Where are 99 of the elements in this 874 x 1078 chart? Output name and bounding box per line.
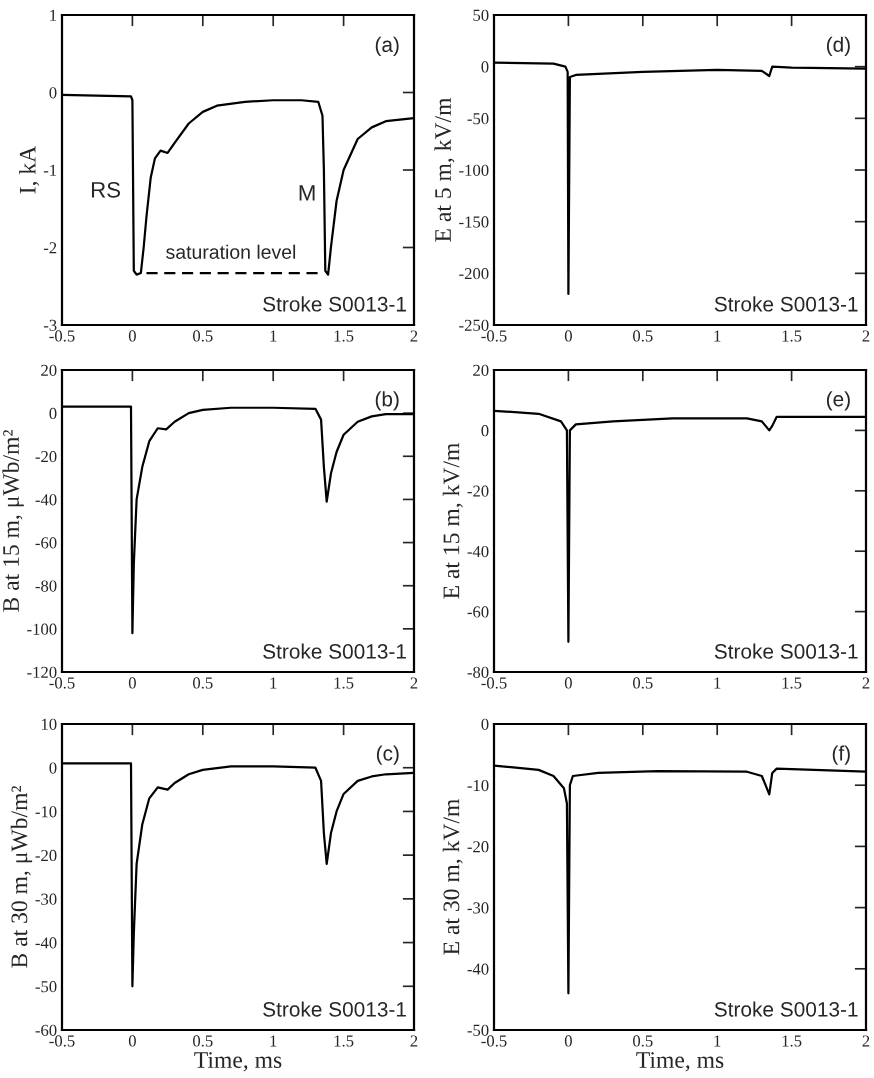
y-tick-label: -60 — [35, 537, 57, 549]
y-tick-label: 0 — [481, 425, 489, 437]
x-tick-label: 0 — [564, 330, 572, 342]
x-tick-label: 0 — [564, 1035, 572, 1047]
y-axis-title: E at 30 m, kV/m — [442, 799, 463, 955]
annotation: M — [299, 185, 315, 201]
x-tick-label: 0.5 — [193, 677, 213, 689]
x-tick-label: 0.5 — [193, 330, 213, 342]
y-tick-label: -50 — [35, 980, 57, 993]
y-tick-label: -20 — [467, 841, 489, 853]
y-tick-label: 0 — [49, 87, 57, 99]
y-tick-label: 50 — [473, 9, 489, 21]
annotation: saturation level — [166, 244, 296, 259]
x-tick-label: -0.5 — [481, 677, 507, 689]
y-axis-title: I, kA — [19, 145, 40, 194]
y-tick-label: -20 — [35, 450, 57, 463]
y-tick-label: -150 — [459, 216, 489, 228]
y-tick-label: -1 — [43, 164, 57, 176]
x-tick-label: -0.5 — [49, 1035, 75, 1047]
y-tick-label: -10 — [467, 779, 489, 792]
x-tick-label: 1 — [270, 677, 277, 689]
y-tick-label: -100 — [459, 164, 489, 176]
y-tick-label: 10 — [41, 718, 57, 730]
y-tick-label: -20 — [467, 485, 489, 497]
x-tick-label: 1.5 — [334, 330, 354, 342]
x-tick-label: 0 — [128, 330, 136, 342]
annotation: Stroke S0013-1 — [714, 1001, 858, 1017]
y-tick-label: -30 — [467, 902, 489, 914]
annotation: Stroke S0013-1 — [714, 643, 858, 659]
x-axis-title: Time, ms — [636, 1052, 724, 1072]
y-tick-label: -100 — [27, 623, 57, 635]
y-tick-label: -30 — [35, 893, 57, 905]
y-tick-label: -50 — [467, 113, 489, 125]
y-tick-label: 0 — [481, 718, 489, 730]
y-tick-label: 20 — [473, 364, 489, 376]
y-tick-label: -10 — [35, 806, 57, 818]
x-tick-label: 1 — [714, 677, 721, 689]
annotation: Stroke S0013-1 — [263, 643, 406, 659]
annotation: (a) — [375, 36, 399, 57]
y-axis-title: E at 5 m, kV/m — [434, 97, 455, 242]
y-tick-label: -50 — [467, 1024, 489, 1036]
x-tick-label: 1 — [714, 330, 721, 342]
y-tick-label: 0 — [49, 762, 57, 774]
annotation: (d) — [826, 36, 850, 57]
x-tick-label: 1.5 — [334, 677, 354, 689]
y-tick-label: 0 — [481, 61, 489, 73]
y-tick-label: -60 — [467, 606, 489, 618]
y-tick-label: -80 — [35, 580, 57, 592]
x-tick-label: 1 — [270, 1035, 277, 1047]
annotation: RS — [91, 181, 121, 198]
x-tick-label: 2 — [862, 330, 870, 342]
x-tick-label: -0.5 — [481, 330, 507, 342]
x-tick-label: 0 — [128, 677, 136, 689]
y-tick-label: -20 — [35, 849, 57, 862]
x-tick-label: 2 — [410, 677, 418, 689]
y-tick-label: 20 — [41, 364, 57, 376]
x-tick-label: 0.5 — [633, 330, 653, 342]
x-tick-label: 1 — [270, 330, 277, 342]
x-tick-label: 0 — [564, 677, 572, 689]
y-tick-label: -40 — [467, 963, 489, 975]
annotation: (e) — [826, 391, 850, 411]
x-tick-label: 2 — [410, 1035, 418, 1047]
x-tick-label: 1.5 — [782, 1035, 802, 1047]
x-tick-label: 0.5 — [633, 677, 653, 689]
x-tick-label: 0.5 — [193, 1035, 213, 1047]
y-axis-title: B at 30 m, μWb/m² — [10, 786, 33, 968]
x-tick-label: 2 — [410, 330, 418, 342]
y-axis-title: E at 15 m, kV/m — [442, 443, 463, 599]
y-tick-label: -200 — [459, 268, 489, 280]
x-tick-label: 2 — [862, 677, 870, 689]
y-tick-label: -80 — [467, 666, 489, 678]
y-tick-label: -250 — [459, 319, 489, 331]
y-tick-label: 0 — [49, 407, 57, 420]
x-tick-label: 0 — [128, 1035, 136, 1047]
x-tick-label: 0.5 — [633, 1035, 653, 1047]
x-tick-label: 1 — [714, 1035, 721, 1047]
y-tick-label: 1 — [50, 9, 57, 21]
x-tick-label: 1.5 — [334, 1035, 354, 1047]
annotation: Stroke S0013-1 — [263, 296, 406, 312]
y-tick-label: -60 — [35, 1024, 57, 1036]
y-tick-label: -40 — [35, 937, 57, 949]
x-axis-title: Time, ms — [194, 1052, 282, 1072]
y-tick-label: -3 — [43, 319, 57, 331]
annotation: Stroke S0013-1 — [714, 296, 858, 312]
y-axis-title: B at 15 m, μWb/m² — [2, 430, 24, 612]
x-tick-label: -0.5 — [481, 1035, 507, 1047]
y-tick-label: -40 — [35, 494, 57, 506]
y-tick-label: -2 — [43, 242, 57, 254]
annotation: (c) — [376, 745, 399, 765]
annotation: Stroke S0013-1 — [263, 1001, 406, 1017]
y-tick-label: -120 — [27, 666, 57, 678]
y-tick-label: -40 — [467, 545, 489, 558]
annotation: (f) — [832, 745, 850, 765]
x-tick-label: -0.5 — [49, 677, 75, 689]
annotation: (b) — [375, 391, 399, 411]
x-tick-label: 2 — [862, 1035, 870, 1047]
x-tick-label: 1.5 — [782, 330, 802, 342]
x-tick-label: 1.5 — [782, 677, 802, 689]
x-tick-label: -0.5 — [49, 330, 75, 342]
